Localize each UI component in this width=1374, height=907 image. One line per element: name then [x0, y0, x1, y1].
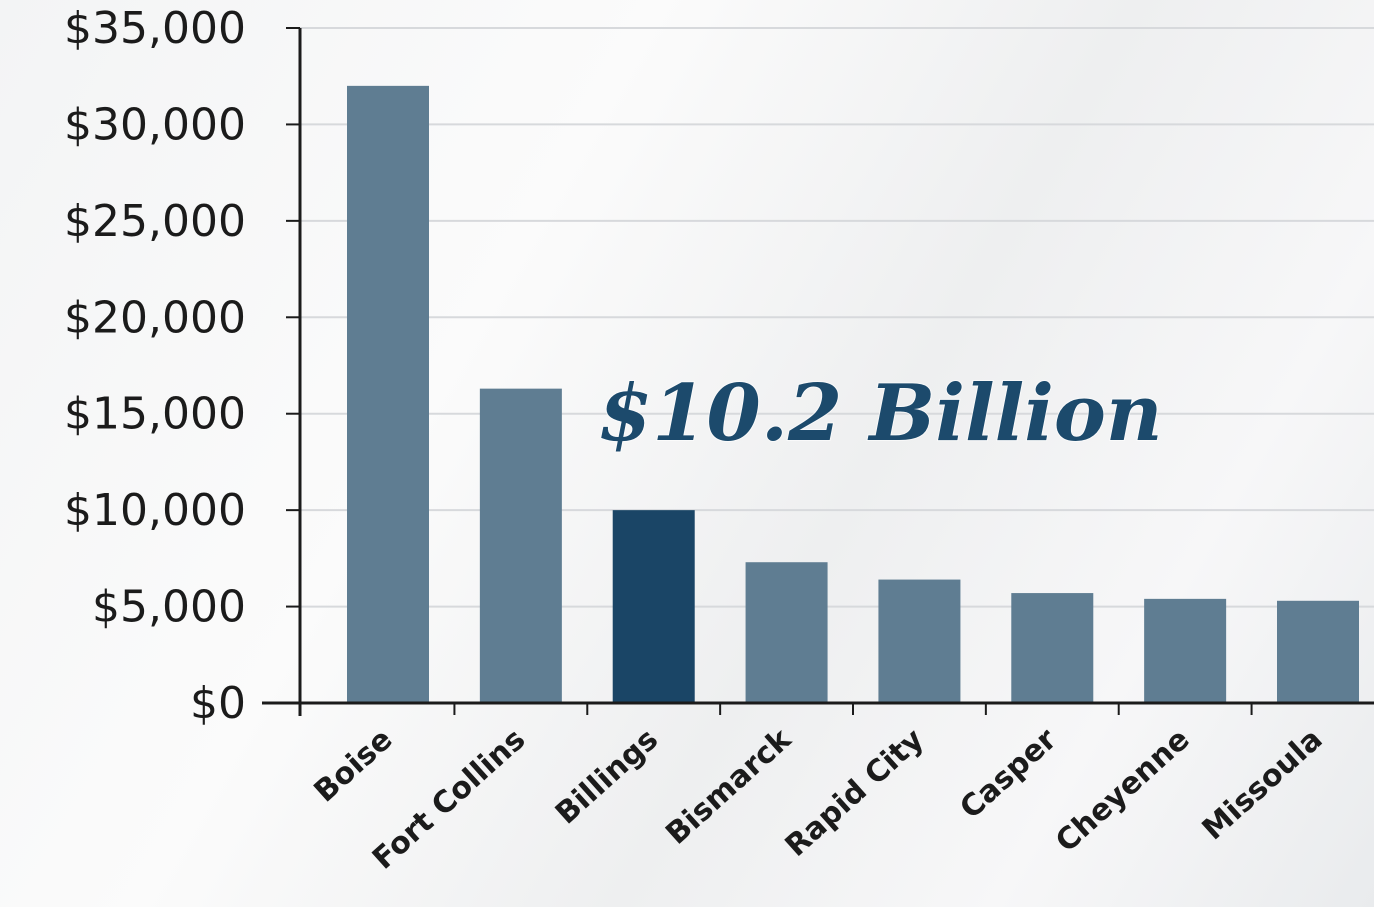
y-tick-label: $0: [190, 678, 246, 729]
x-tick-label: Cheyenne: [1049, 722, 1196, 860]
y-tick-label: $5,000: [92, 582, 246, 633]
y-tick-label: $30,000: [64, 99, 246, 150]
y-tick-label: $20,000: [64, 292, 246, 343]
y-tick-label: $10,000: [64, 485, 246, 536]
bar-billings: [612, 510, 695, 703]
bar-boise: [347, 85, 429, 704]
x-tick-label: Rapid City: [779, 722, 931, 864]
y-tick-label: $25,000: [64, 196, 246, 247]
x-tick-label: Boise: [308, 722, 400, 810]
x-tick-label: Casper: [953, 722, 1063, 826]
bar-cheyenne: [1144, 598, 1227, 703]
bars: [347, 85, 1359, 704]
bar-bismarck: [745, 562, 828, 703]
y-tick-labels: $0 $5,000 $10,000 $15,000 $20,000 $25,000 $30,…: [64, 3, 246, 729]
bar-missoula: [1277, 600, 1359, 703]
bar-casper: [1011, 593, 1094, 703]
axes: [262, 27, 1374, 716]
grid-lines: [300, 27, 1374, 608]
x-tick-label: Missoula: [1196, 722, 1330, 847]
bar-rapid-city: [878, 579, 961, 703]
x-tick-label: Bismarck: [659, 721, 798, 851]
y-tick-label: $35,000: [64, 3, 246, 54]
x-tick-label: Billings: [549, 722, 665, 831]
annotation-total: $10.2 Billion: [598, 368, 1163, 459]
bar-fort-collins: [479, 388, 562, 703]
y-tick-label: $15,000: [64, 389, 246, 440]
